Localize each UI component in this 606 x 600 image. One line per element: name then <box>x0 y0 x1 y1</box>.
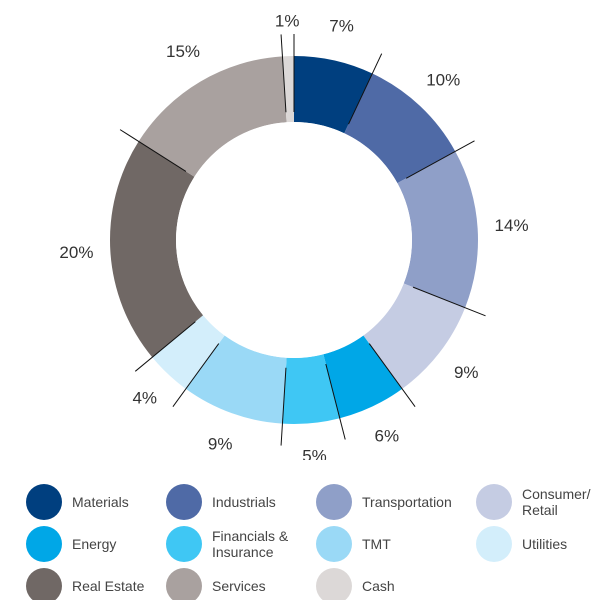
slice <box>152 315 225 389</box>
legend-label: Materials <box>72 494 129 510</box>
legend-item: Real Estate <box>26 568 152 600</box>
legend-swatch <box>166 484 202 520</box>
leader-line <box>325 363 346 440</box>
legend-swatch <box>26 568 62 600</box>
slice <box>344 73 456 184</box>
legend-item: TMT <box>316 526 442 562</box>
slice <box>363 283 466 389</box>
data-label: 7% <box>329 17 354 36</box>
legend-item: Utilities <box>476 526 602 562</box>
data-label: 6% <box>375 427 400 446</box>
leader-line <box>405 140 475 179</box>
slice <box>109 141 204 358</box>
slice <box>138 56 287 177</box>
data-label: 9% <box>454 363 479 382</box>
data-label: 9% <box>208 435 233 454</box>
legend-label: Utilities <box>522 536 568 552</box>
legend-item: Industrials <box>166 484 292 520</box>
legend-label: Transportation <box>362 494 452 510</box>
legend-label: Financials & Insurance <box>212 528 289 560</box>
legend-swatch <box>476 484 512 520</box>
leader-line <box>134 321 196 372</box>
hole <box>176 122 412 358</box>
data-label: 15% <box>166 42 200 61</box>
leader-line <box>172 343 220 407</box>
leader-line <box>368 343 416 407</box>
data-label: 5% <box>302 447 327 460</box>
data-label: 1% <box>275 12 300 31</box>
leader-line <box>348 53 383 125</box>
legend-label: Energy <box>72 536 117 552</box>
leader-line <box>119 129 187 172</box>
legend-label: TMT <box>362 536 391 552</box>
legend-swatch <box>476 526 512 562</box>
legend-swatch <box>316 526 352 562</box>
data-label: 14% <box>495 216 529 235</box>
leader-line <box>412 286 486 317</box>
slice <box>185 335 287 424</box>
slice <box>397 151 478 308</box>
legend-item: Consumer/ Retail <box>476 484 602 520</box>
legend-label: Real Estate <box>72 578 145 594</box>
legend-swatch <box>316 484 352 520</box>
legend-item: Transportation <box>316 484 452 520</box>
data-label: 20% <box>59 243 93 262</box>
legend-label: Services <box>212 578 266 594</box>
chart: 7% 10% 14% 9% 6% 5% 9% 4% 20% 15% 1% <box>59 12 529 466</box>
legend-swatch <box>26 526 62 562</box>
slice <box>282 354 340 425</box>
legend-swatch <box>316 568 352 600</box>
legend-item: Services <box>166 568 292 600</box>
legend-label: Consumer/ Retail <box>522 486 591 518</box>
legend-item: Cash <box>316 568 442 600</box>
legend-swatch <box>26 484 62 520</box>
slice <box>323 335 403 419</box>
legend-item: Energy <box>26 526 152 562</box>
data-label: 10% <box>426 71 460 90</box>
leader-line <box>280 34 287 113</box>
slice <box>282 56 294 123</box>
legend-label: Industrials <box>212 494 276 510</box>
legend-item: Financials & Insurance <box>166 526 292 562</box>
leader-line <box>280 367 287 446</box>
legend-swatch <box>166 568 202 600</box>
legend-label: Cash <box>362 578 395 594</box>
legend-item: Materials <box>26 484 152 520</box>
slice <box>294 56 373 134</box>
data-label: 4% <box>132 388 157 407</box>
legend-swatch <box>166 526 202 562</box>
